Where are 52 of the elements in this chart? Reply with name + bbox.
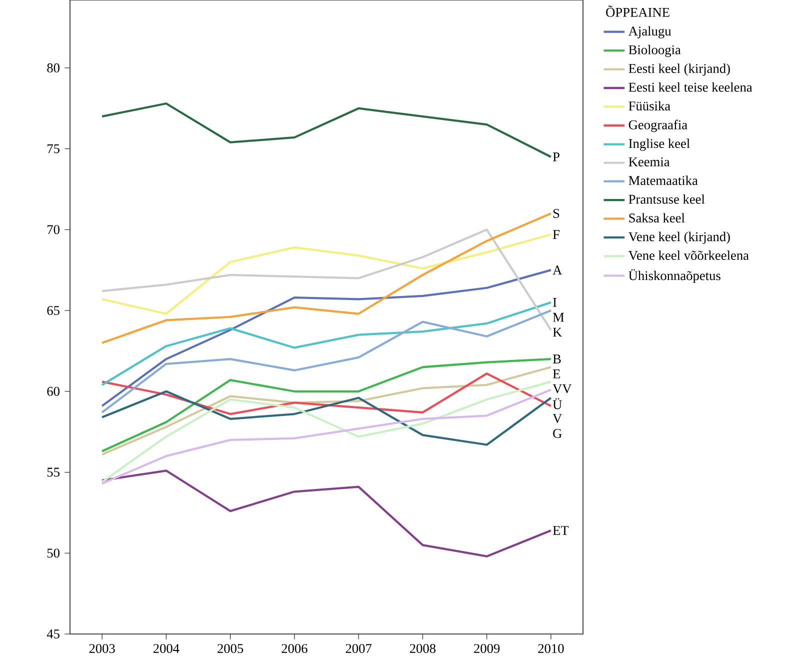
x-tick-label: 2009 xyxy=(474,644,500,654)
annotation: A xyxy=(552,266,562,274)
annotation: K xyxy=(552,328,562,337)
x-tick-label: 2008 xyxy=(410,644,436,654)
annotation: E xyxy=(552,370,560,378)
legend-label: Eesti keel teise keelena xyxy=(628,82,752,92)
annotation: P xyxy=(552,152,560,162)
x-tick-label: 2010 xyxy=(538,644,564,654)
x-tick-label: 2006 xyxy=(282,644,308,654)
line-series xyxy=(101,309,552,414)
legend-label: Füüsika xyxy=(628,101,670,110)
y-tick-label: 75 xyxy=(48,144,60,154)
legend-label: Ajalugu xyxy=(628,26,672,38)
y-tick-label: 65 xyxy=(47,306,60,315)
annotation: VV xyxy=(552,384,572,394)
line-series xyxy=(101,212,552,344)
annotation: V xyxy=(552,414,562,424)
line-series xyxy=(101,233,552,315)
legend-label: Eesti keel (kirjand) xyxy=(628,64,730,76)
x-tick-label: 2003 xyxy=(89,644,115,654)
line-series xyxy=(101,390,552,446)
x-tick-label: 2005 xyxy=(218,644,244,654)
legend-label: Keemia xyxy=(628,157,670,166)
legend-title: ÕPPEAINE xyxy=(606,6,670,17)
annotation: G xyxy=(553,428,562,438)
line-series xyxy=(101,269,552,408)
y-tick-label: 55 xyxy=(47,468,60,477)
annotation: F xyxy=(552,230,560,239)
annotation: I xyxy=(553,298,557,307)
legend-label: Geograafia xyxy=(628,120,688,132)
line-series xyxy=(101,301,552,386)
legend-label: Prantsuse keel xyxy=(628,194,705,204)
line-series xyxy=(101,470,552,558)
legend-label: Matemaatika xyxy=(628,176,698,186)
annotation: B xyxy=(552,354,561,364)
legend-label: Inglise keel xyxy=(628,138,690,151)
legend-label: Saksa keel xyxy=(629,213,685,222)
annotation: Ü xyxy=(552,398,562,410)
y-tick-label: 60 xyxy=(47,386,60,396)
legend-label: Bioloogia xyxy=(628,44,681,58)
legend-label: Vene keel võõrkeelena xyxy=(628,250,749,260)
legend-label: Vene keel (kirjand) xyxy=(628,232,730,244)
annotation: S xyxy=(553,209,560,218)
x-tick-label: 2004 xyxy=(153,644,180,654)
annotation: ET xyxy=(552,526,569,535)
y-tick-label: 45 xyxy=(46,630,60,638)
y-tick-label: 50 xyxy=(47,548,60,558)
legend-label: Ühiskonnaõpetus xyxy=(628,269,720,283)
annotation: M xyxy=(552,312,564,322)
x-tick-label: 2007 xyxy=(346,644,372,654)
y-tick-label: 80 xyxy=(47,63,60,72)
y-tick-label: 70 xyxy=(48,225,60,234)
